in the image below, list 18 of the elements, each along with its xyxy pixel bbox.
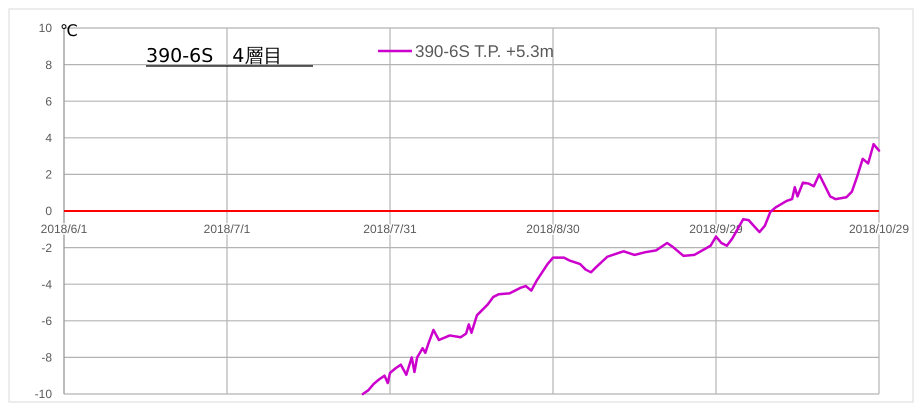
y-tick-label: 8 xyxy=(45,58,52,72)
legend-label: 390-6S T.P. +5.3m xyxy=(415,42,554,61)
y-tick-label: 0 xyxy=(45,204,52,218)
x-tick-label: 2018/8/30 xyxy=(526,222,580,236)
y-tick-label: -4 xyxy=(41,277,52,292)
y-tick-label: -10 xyxy=(34,387,52,402)
x-tick-label: 2018/10/29 xyxy=(848,222,910,236)
y-tick-label: 6 xyxy=(45,94,52,108)
x-tick-label: 2018/7/31 xyxy=(363,222,418,236)
y-tick-label: -6 xyxy=(41,314,52,328)
y-tick-label: 10 xyxy=(38,21,52,36)
y-tick-label: 2 xyxy=(45,168,52,182)
y-tick-label: -8 xyxy=(41,350,52,365)
y-axis-title: ℃ xyxy=(60,23,78,40)
y-tick-label: -2 xyxy=(41,240,52,255)
x-tick-label: 2018/7/1 xyxy=(204,222,251,236)
y-tick-label: 4 xyxy=(45,131,52,145)
text: 390-6S 4層目 xyxy=(146,45,282,67)
